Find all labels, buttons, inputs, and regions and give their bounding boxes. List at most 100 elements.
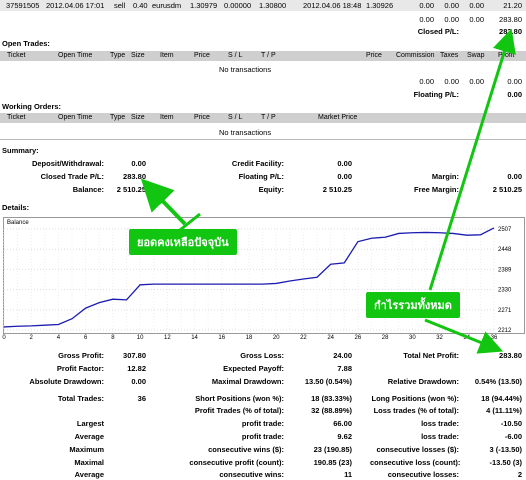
avg-consecutive-losses-value: 2 bbox=[517, 470, 522, 479]
average-loss-value: -6.00 bbox=[504, 432, 522, 441]
total-trades-label: Total Trades: bbox=[57, 394, 104, 403]
total-trades-value: 36 bbox=[137, 394, 146, 403]
expected-payoff-label: Expected Payoff: bbox=[223, 364, 284, 373]
x-tick-label: 8 bbox=[111, 335, 115, 341]
x-tick-label: 32 bbox=[436, 335, 443, 341]
x-tick-label: 18 bbox=[246, 335, 253, 341]
col-open-time: Open Time bbox=[58, 52, 93, 59]
y-tick-label: 2212 bbox=[498, 328, 512, 334]
floating-pl-value: 0.00 bbox=[507, 90, 522, 99]
largest-label: Largest bbox=[76, 419, 104, 428]
col-size: Size bbox=[131, 52, 145, 59]
wo-col-type: Type bbox=[110, 114, 126, 121]
balance-callout: ยอดคงเหลือปัจจุบัน bbox=[129, 229, 237, 255]
sl-cell: 0.00000 bbox=[224, 1, 252, 10]
short-positions-value: 18 (83.33%) bbox=[311, 394, 352, 403]
x-tick-label: 22 bbox=[300, 335, 307, 341]
deposit-value: 0.00 bbox=[131, 159, 146, 168]
open-time-cell: 2012.04.06 17:01 bbox=[46, 1, 105, 10]
gross-loss-label: Gross Loss: bbox=[240, 351, 284, 360]
absolute-drawdown-label: Absolute Drawdown: bbox=[29, 377, 104, 386]
net-profit-value: 283.80 bbox=[499, 351, 522, 360]
average-profit-value: 9.62 bbox=[337, 432, 352, 441]
type-cell: sell bbox=[114, 1, 126, 10]
max-consecutive-wins-value: 23 (190.85) bbox=[313, 445, 352, 454]
credit-value: 0.00 bbox=[337, 159, 352, 168]
floating-pl-label: Floating P/L: bbox=[413, 90, 459, 99]
divider bbox=[0, 139, 526, 140]
wo-col-size: Size bbox=[131, 114, 145, 121]
wo-col-tp: T / P bbox=[261, 114, 276, 121]
close-price-cell: 1.30926 bbox=[366, 1, 394, 10]
open-trades-title: Open Trades: bbox=[2, 39, 50, 48]
col-sl: S / L bbox=[228, 52, 243, 59]
commission-cell: 0.00 bbox=[419, 1, 434, 10]
col-tp: T / P bbox=[261, 52, 276, 59]
maximal-drawdown-label: Maximal Drawdown: bbox=[211, 377, 284, 386]
col-item: Item bbox=[160, 52, 174, 59]
balance-callout-text: ยอดคงเหลือปัจจุบัน bbox=[137, 237, 229, 249]
open-profit-total: 0.00 bbox=[507, 77, 522, 86]
col-price2: Price bbox=[366, 52, 382, 59]
deposit-label: Deposit/Withdrawal: bbox=[31, 159, 104, 168]
average-loss-label: loss trade: bbox=[421, 432, 459, 441]
taxes-cell: 0.00 bbox=[444, 1, 459, 10]
loss-trades-label: Loss trades (% of total): bbox=[373, 406, 459, 415]
maximal-drawdown-value: 13.50 (0.54%) bbox=[304, 377, 352, 386]
col-taxes: Taxes bbox=[440, 52, 459, 59]
max-consecutive-profit-label: consecutive profit (count): bbox=[189, 458, 284, 467]
relative-drawdown-label: Relative Drawdown: bbox=[387, 377, 459, 386]
profit-trades-label: Profit Trades (% of total): bbox=[194, 406, 284, 415]
x-tick-label: 30 bbox=[409, 335, 416, 341]
closed-swap-total: 0.00 bbox=[469, 15, 484, 24]
price-cell: 1.30979 bbox=[190, 1, 218, 10]
item-cell: eurusdm bbox=[152, 1, 182, 10]
x-tick-label: 10 bbox=[137, 335, 144, 341]
long-positions-label: Long Positions (won %): bbox=[371, 394, 460, 403]
equity-value: 2 510.25 bbox=[322, 185, 352, 194]
swap-cell: 0.00 bbox=[469, 1, 484, 10]
wo-col-price: Price bbox=[194, 114, 210, 121]
col-commission: Commission bbox=[396, 52, 435, 59]
x-tick-label: 24 bbox=[327, 335, 334, 341]
total-profit-callout: กำไรรวมทั้งหมด bbox=[366, 292, 460, 318]
y-tick-label: 2271 bbox=[498, 308, 512, 314]
x-tick-label: 12 bbox=[164, 335, 171, 341]
x-tick-label: 6 bbox=[84, 335, 88, 341]
expected-payoff-value: 7.88 bbox=[337, 364, 352, 373]
open-trades-header: Ticket Open Time Type Size Item Price S … bbox=[0, 51, 526, 61]
x-tick-label: 14 bbox=[191, 335, 198, 341]
x-tick-label: 20 bbox=[273, 335, 280, 341]
wo-col-market-price: Market Price bbox=[318, 114, 358, 121]
open-commission-total: 0.00 bbox=[419, 77, 434, 86]
summary-title: Summary: bbox=[2, 146, 39, 155]
col-type: Type bbox=[110, 52, 126, 59]
closed-pl-value: 283.80 bbox=[499, 27, 522, 36]
avg-consecutive-wins-value: 11 bbox=[344, 470, 352, 479]
free-margin-value: 2 510.25 bbox=[492, 185, 522, 194]
y-tick-label: 2389 bbox=[498, 267, 512, 273]
gross-profit-label: Gross Profit: bbox=[58, 351, 104, 360]
y-tick-label: 2330 bbox=[498, 288, 512, 294]
max-consecutive-loss-label: consecutive loss (count): bbox=[370, 458, 461, 467]
total-profit-callout-text: กำไรรวมทั้งหมด bbox=[374, 300, 452, 312]
ticket-cell: 37591505 bbox=[6, 1, 40, 10]
largest-loss-label: loss trade: bbox=[421, 419, 459, 428]
open-trades-empty: No transactions bbox=[219, 65, 272, 74]
net-profit-label: Total Net Profit: bbox=[403, 351, 459, 360]
open-taxes-total: 0.00 bbox=[444, 77, 459, 86]
profit-cell: 21.20 bbox=[503, 1, 522, 10]
x-tick-label: 28 bbox=[382, 335, 389, 341]
working-orders-empty: No transactions bbox=[219, 128, 272, 137]
closed-taxes-total: 0.00 bbox=[444, 15, 459, 24]
max-consecutive-profit-value: 190.85 (23) bbox=[313, 458, 352, 467]
wo-col-item: Item bbox=[160, 114, 174, 121]
x-tick-label: 4 bbox=[57, 335, 61, 341]
x-tick-label: 0 bbox=[2, 335, 6, 341]
average2-label: Average bbox=[74, 470, 104, 479]
closed-trade-row: 37591505 2012.04.06 17:01 sell 0.40 euru… bbox=[0, 0, 526, 11]
wo-col-sl: S / L bbox=[228, 114, 243, 121]
closed-trade-pl-value: 283.80 bbox=[123, 172, 146, 181]
open-swap-total: 0.00 bbox=[469, 77, 484, 86]
